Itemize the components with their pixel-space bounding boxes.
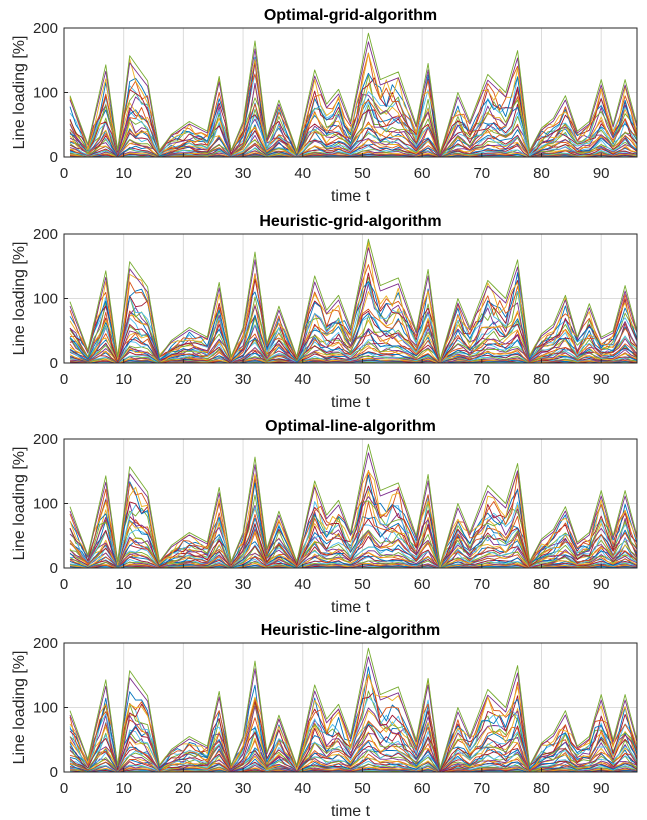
line-series-17	[69, 755, 637, 772]
line-series-36	[69, 666, 637, 771]
x-tick-label: 0	[60, 576, 68, 593]
line-series-28	[69, 310, 637, 363]
x-tick-label: 70	[473, 371, 490, 388]
subplot-4: 0 10 20 30 40 50 60 70 80 90 0 100 200 Heuristic-line…	[11, 622, 638, 820]
x-axis-label: time t	[331, 188, 371, 205]
x-tick-label: 20	[175, 780, 192, 797]
line-series-29	[69, 516, 637, 568]
line-series-37	[69, 52, 637, 154]
line-series-31	[69, 490, 637, 567]
y-tick-label: 100	[33, 85, 58, 102]
x-tick-label: 70	[473, 576, 490, 593]
x-tick-label: 50	[354, 780, 371, 797]
chart-title: Optimal-line-algorithm	[265, 418, 436, 435]
x-tick-label: 40	[294, 576, 311, 593]
x-tick-label: 30	[235, 165, 252, 182]
x-tick-label: 10	[115, 165, 132, 182]
line-series-40	[69, 32, 637, 155]
x-tick-label: 90	[593, 371, 610, 388]
x-tick-label: 60	[414, 576, 431, 593]
subplot-2: 0 10 20 30 40 50 60 70 80 90 0 100 200 Heuristic-grid…	[11, 213, 638, 411]
x-tick-label: 50	[354, 371, 371, 388]
x-tick-label: 20	[175, 576, 192, 593]
line-series-40	[69, 443, 637, 566]
y-tick-label: 200	[33, 20, 58, 37]
x-tick-label: 10	[115, 371, 132, 388]
y-axis-label: Line loading [%]	[11, 36, 28, 150]
line-series-40	[69, 647, 637, 770]
x-tick-label: 30	[235, 371, 252, 388]
x-tick-label: 40	[294, 371, 311, 388]
x-tick-label: 10	[115, 576, 132, 593]
x-tick-label: 70	[473, 780, 490, 797]
x-tick-label: 60	[414, 165, 431, 182]
chart-title: Optimal-grid-algorithm	[264, 7, 437, 24]
y-tick-label: 0	[50, 355, 58, 372]
line-series-40	[69, 238, 637, 361]
subplot-3: 0 10 20 30 40 50 60 70 80 90 0 100 200 Optimal-line-a…	[11, 418, 638, 616]
x-tick-label: 20	[175, 371, 192, 388]
line-series-39	[69, 656, 637, 770]
y-tick-label: 100	[33, 700, 58, 717]
x-tick-label: 80	[533, 576, 550, 593]
x-tick-label: 50	[354, 576, 371, 593]
x-tick-label: 90	[593, 576, 610, 593]
line-series-34	[69, 696, 637, 771]
y-tick-label: 0	[50, 560, 58, 577]
line-series-38	[69, 470, 637, 568]
y-axis-label: Line loading [%]	[11, 242, 28, 356]
subplot-1: 0 10 20 30 40 50 60 70 80 90 0 100 200 Optimal-grid-a…	[11, 7, 638, 205]
x-tick-label: 50	[354, 165, 371, 182]
x-tick-label: 80	[533, 780, 550, 797]
chart-title: Heuristic-grid-algorithm	[259, 213, 441, 230]
x-tick-label: 30	[235, 576, 252, 593]
x-tick-label: 60	[414, 371, 431, 388]
x-axis-label: time t	[331, 803, 371, 820]
y-tick-label: 200	[33, 431, 58, 448]
x-tick-label: 60	[414, 780, 431, 797]
x-tick-label: 70	[473, 165, 490, 182]
y-tick-label: 100	[33, 291, 58, 308]
x-axis-label: time t	[331, 394, 371, 411]
line-series-39	[69, 452, 637, 566]
y-axis-label: Line loading [%]	[11, 447, 28, 561]
x-tick-label: 0	[60, 371, 68, 388]
y-tick-label: 0	[50, 149, 58, 166]
x-tick-label: 40	[294, 165, 311, 182]
x-tick-label: 90	[593, 165, 610, 182]
y-tick-label: 200	[33, 226, 58, 243]
line-series-23	[69, 330, 637, 363]
y-tick-label: 100	[33, 496, 58, 513]
x-axis-label: time t	[331, 599, 371, 616]
x-tick-label: 30	[235, 780, 252, 797]
y-tick-label: 200	[33, 635, 58, 652]
x-tick-label: 20	[175, 165, 192, 182]
line-series-39	[69, 41, 637, 155]
line-series-22	[69, 124, 637, 157]
chart-title: Heuristic-line-algorithm	[261, 622, 441, 639]
x-tick-label: 40	[294, 780, 311, 797]
x-tick-label: 0	[60, 165, 68, 182]
x-tick-label: 80	[533, 371, 550, 388]
y-axis-label: Line loading [%]	[11, 651, 28, 765]
line-series-39	[69, 247, 637, 361]
line-series-18	[69, 547, 637, 568]
x-tick-label: 80	[533, 165, 550, 182]
x-tick-label: 0	[60, 780, 68, 797]
y-tick-label: 0	[50, 764, 58, 781]
line-series-31	[69, 701, 637, 772]
x-tick-label: 10	[115, 780, 132, 797]
x-tick-label: 90	[593, 780, 610, 797]
